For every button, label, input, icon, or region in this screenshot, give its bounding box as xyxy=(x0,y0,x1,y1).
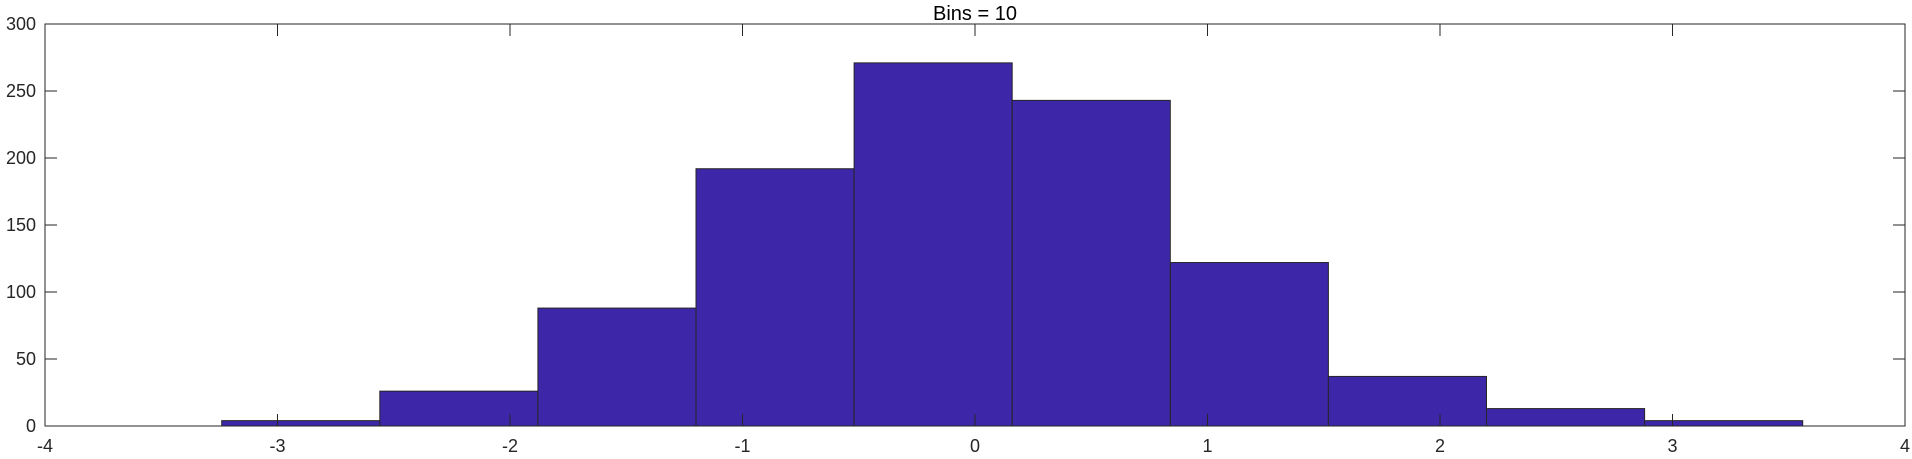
x-tick-label: 4 xyxy=(1900,436,1910,456)
chart-title: Bins = 10 xyxy=(933,3,1017,25)
histogram-bar-4 xyxy=(853,62,1013,427)
axes-group: -4 -3 -2 -1 0 1 2 3 4 0 50 100 150 200 250 300 xyxy=(6,14,1910,456)
x-tick-label: 0 xyxy=(970,436,980,456)
x-tick-label: -1 xyxy=(734,436,750,456)
histogram-bar-7 xyxy=(1327,375,1488,427)
histogram-bar-3 xyxy=(695,168,855,427)
histogram-bar-5 xyxy=(1011,99,1171,427)
y-tick-label: 200 xyxy=(6,148,36,168)
bars-group xyxy=(221,62,1804,427)
x-tick-label: -3 xyxy=(269,436,285,456)
x-tick-label: 3 xyxy=(1667,436,1677,456)
y-tick-label: 50 xyxy=(16,349,36,369)
x-tick-label: -4 xyxy=(37,436,53,456)
y-tick-label: 100 xyxy=(6,282,36,302)
histogram-bar-1 xyxy=(379,390,539,427)
histogram-bar-6 xyxy=(1169,262,1329,427)
y-tick-label: 300 xyxy=(6,14,36,34)
histogram-bar-9 xyxy=(1644,420,1804,427)
y-tick-label: 150 xyxy=(6,215,36,235)
histogram-bar-8 xyxy=(1486,408,1646,427)
y-tick-label: 250 xyxy=(6,81,36,101)
histogram-bar-0 xyxy=(221,420,381,427)
histogram-bar-2 xyxy=(537,307,697,427)
x-tick-label: 1 xyxy=(1202,436,1212,456)
x-tick-label: -2 xyxy=(502,436,518,456)
y-tick-label: 0 xyxy=(26,416,36,436)
x-tick-label: 2 xyxy=(1435,436,1445,456)
